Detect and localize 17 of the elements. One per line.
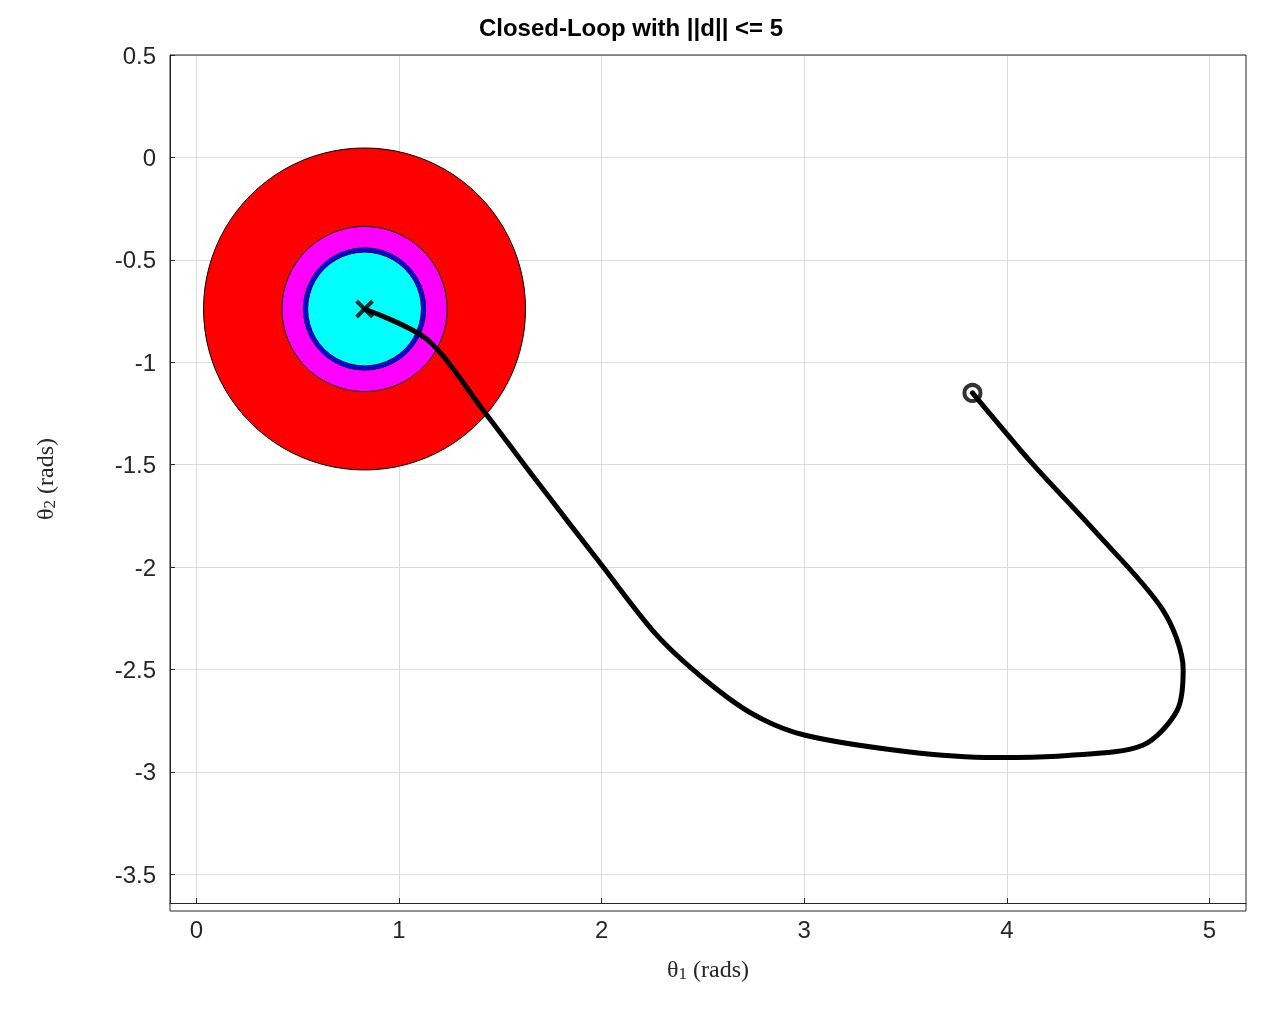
y-tick-label: -1.5	[114, 451, 156, 479]
y-tick-label: 0.5	[122, 41, 156, 69]
y-tick-label: -3.5	[114, 860, 156, 888]
y-axis-title: θ2 (rads)	[31, 438, 59, 520]
y-tick-label: -0.5	[114, 246, 156, 274]
chart-title: Closed-Loop with ||d|| <= 5	[478, 13, 784, 41]
x-tick-label: 5	[1202, 915, 1217, 943]
x-tick-label: 3	[797, 915, 811, 943]
x-tick-label: 0	[189, 915, 204, 943]
y-tick-label: 0	[142, 143, 156, 171]
x-tick-label: 2	[594, 915, 609, 943]
x-tick-label: 1	[392, 915, 406, 943]
y-tick-label: -2	[134, 553, 156, 581]
y-tick-label: -1	[134, 348, 156, 376]
x-tick-label: 4	[1000, 915, 1014, 943]
y-tick-label: -2.5	[114, 655, 156, 683]
y-tick-label: -3	[134, 758, 156, 786]
